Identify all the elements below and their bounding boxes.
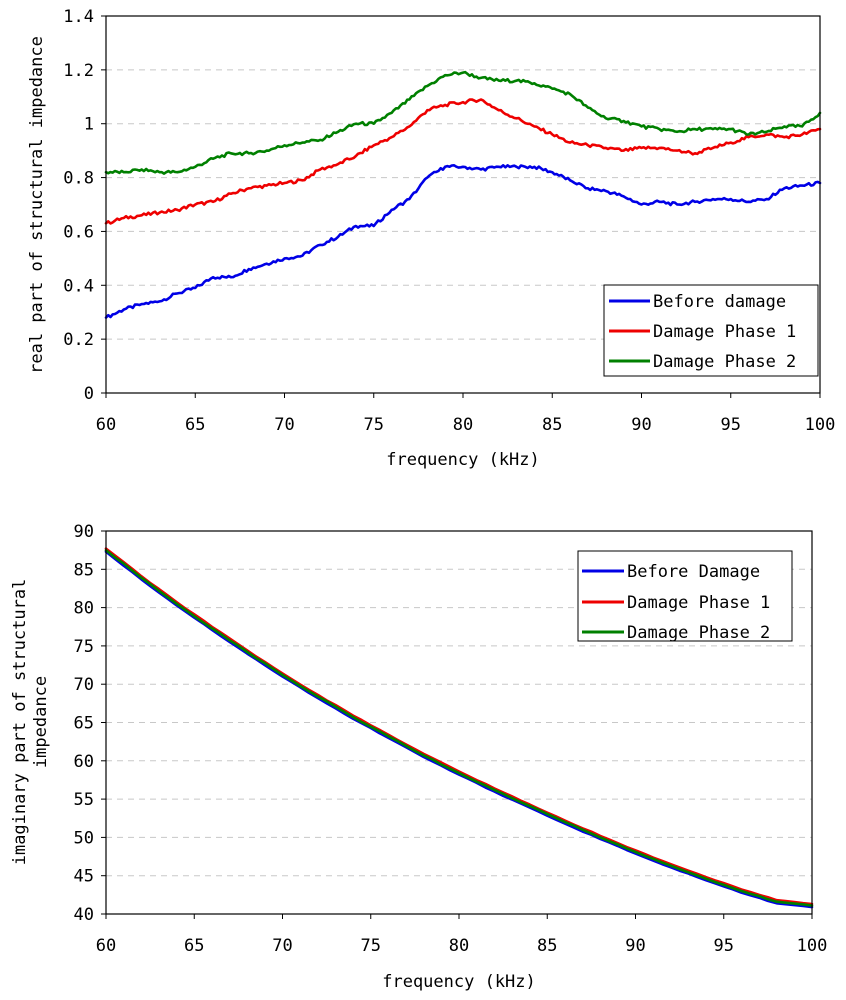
x-tick-label: 95 — [721, 415, 741, 435]
x-tick-label: 85 — [537, 936, 557, 956]
series-lines — [104, 70, 822, 319]
legend-label-before: Before damage — [653, 292, 786, 312]
y-axis-label-line-2: impedance — [31, 676, 51, 768]
x-tick-label: 95 — [714, 936, 734, 956]
y-tick-label: 60 — [74, 752, 94, 772]
y-tick-label: 0.8 — [63, 169, 94, 189]
x-ticks: 60 65 70 75 80 85 90 95 100 — [96, 393, 836, 435]
series-lines — [104, 547, 814, 909]
legend: Before Damage Damage Phase 1 Damage Phas… — [577, 550, 793, 643]
y-tick-label: 40 — [74, 905, 94, 925]
x-tick-label: 85 — [542, 415, 562, 435]
y-tick-label: 85 — [74, 560, 94, 580]
y-tick-label: 70 — [74, 675, 94, 695]
series-line-before — [104, 550, 814, 909]
y-axis-label-line-1: imaginary part of structural — [10, 579, 30, 866]
y-tick-label: 1 — [84, 115, 94, 135]
y-tick-label: 0 — [84, 384, 94, 404]
y-axis-label: real part of structural impedance — [27, 36, 47, 374]
legend-label-phase1: Damage Phase 1 — [627, 593, 770, 613]
x-tick-label: 70 — [272, 936, 292, 956]
y-tick-label: 1.4 — [63, 7, 94, 27]
y-tick-label: 0.2 — [63, 330, 94, 350]
x-axis-label: frequency (kHz) — [386, 450, 540, 470]
x-tick-label: 60 — [96, 936, 116, 956]
y-tick-label: 50 — [74, 828, 94, 848]
legend-label-phase2: Damage Phase 2 — [653, 352, 796, 372]
series-line-phase1 — [104, 547, 814, 906]
x-tick-label: 100 — [797, 936, 828, 956]
x-tick-label: 75 — [361, 936, 381, 956]
y-tick-label: 1.2 — [63, 61, 94, 81]
legend: Before damage Damage Phase 1 Damage Phas… — [603, 284, 819, 377]
legend-label-phase1: Damage Phase 1 — [653, 322, 796, 342]
legend-box — [577, 550, 793, 642]
series-line-phase2 — [104, 70, 822, 175]
x-ticks: 60 65 70 75 80 85 90 95 100 — [96, 914, 828, 956]
x-tick-label: 75 — [364, 415, 384, 435]
y-tick-label: 0.4 — [63, 276, 94, 296]
x-tick-label: 100 — [805, 415, 836, 435]
y-tick-label: 65 — [74, 714, 94, 734]
y-tick-label: 90 — [74, 522, 94, 542]
series-line-phase2 — [104, 548, 814, 907]
x-axis-label: frequency (kHz) — [382, 972, 536, 992]
y-tick-label: 0.6 — [63, 222, 94, 242]
series-line-phase1 — [104, 98, 822, 225]
y-tick-label: 75 — [74, 637, 94, 657]
x-tick-label: 80 — [453, 415, 473, 435]
y-tick-label: 45 — [74, 867, 94, 887]
legend-label-before: Before Damage — [627, 562, 760, 582]
y-tick-label: 55 — [74, 790, 94, 810]
y-ticks: 0 0.2 0.4 0.6 0.8 1 1.2 1.4 — [63, 7, 106, 404]
x-tick-label: 90 — [631, 415, 651, 435]
y-tick-label: 80 — [74, 599, 94, 619]
chart-imaginary-part: 40 45 50 55 60 65 70 75 80 85 90 60 65 70 75 80 85 90 95 1… — [10, 522, 827, 992]
x-tick-label: 90 — [625, 936, 645, 956]
x-tick-label: 65 — [185, 415, 205, 435]
x-tick-label: 65 — [184, 936, 204, 956]
x-tick-label: 70 — [274, 415, 294, 435]
legend-label-phase2: Damage Phase 2 — [627, 623, 770, 643]
x-tick-label: 80 — [449, 936, 469, 956]
x-tick-label: 60 — [96, 415, 116, 435]
chart-real-part: 0 0.2 0.4 0.6 0.8 1 1.2 1.4 60 65 70 75 80 85 90 95 100… — [27, 7, 835, 470]
series-line-before — [104, 164, 822, 319]
y-ticks: 40 45 50 55 60 65 70 75 80 85 90 — [74, 522, 106, 925]
